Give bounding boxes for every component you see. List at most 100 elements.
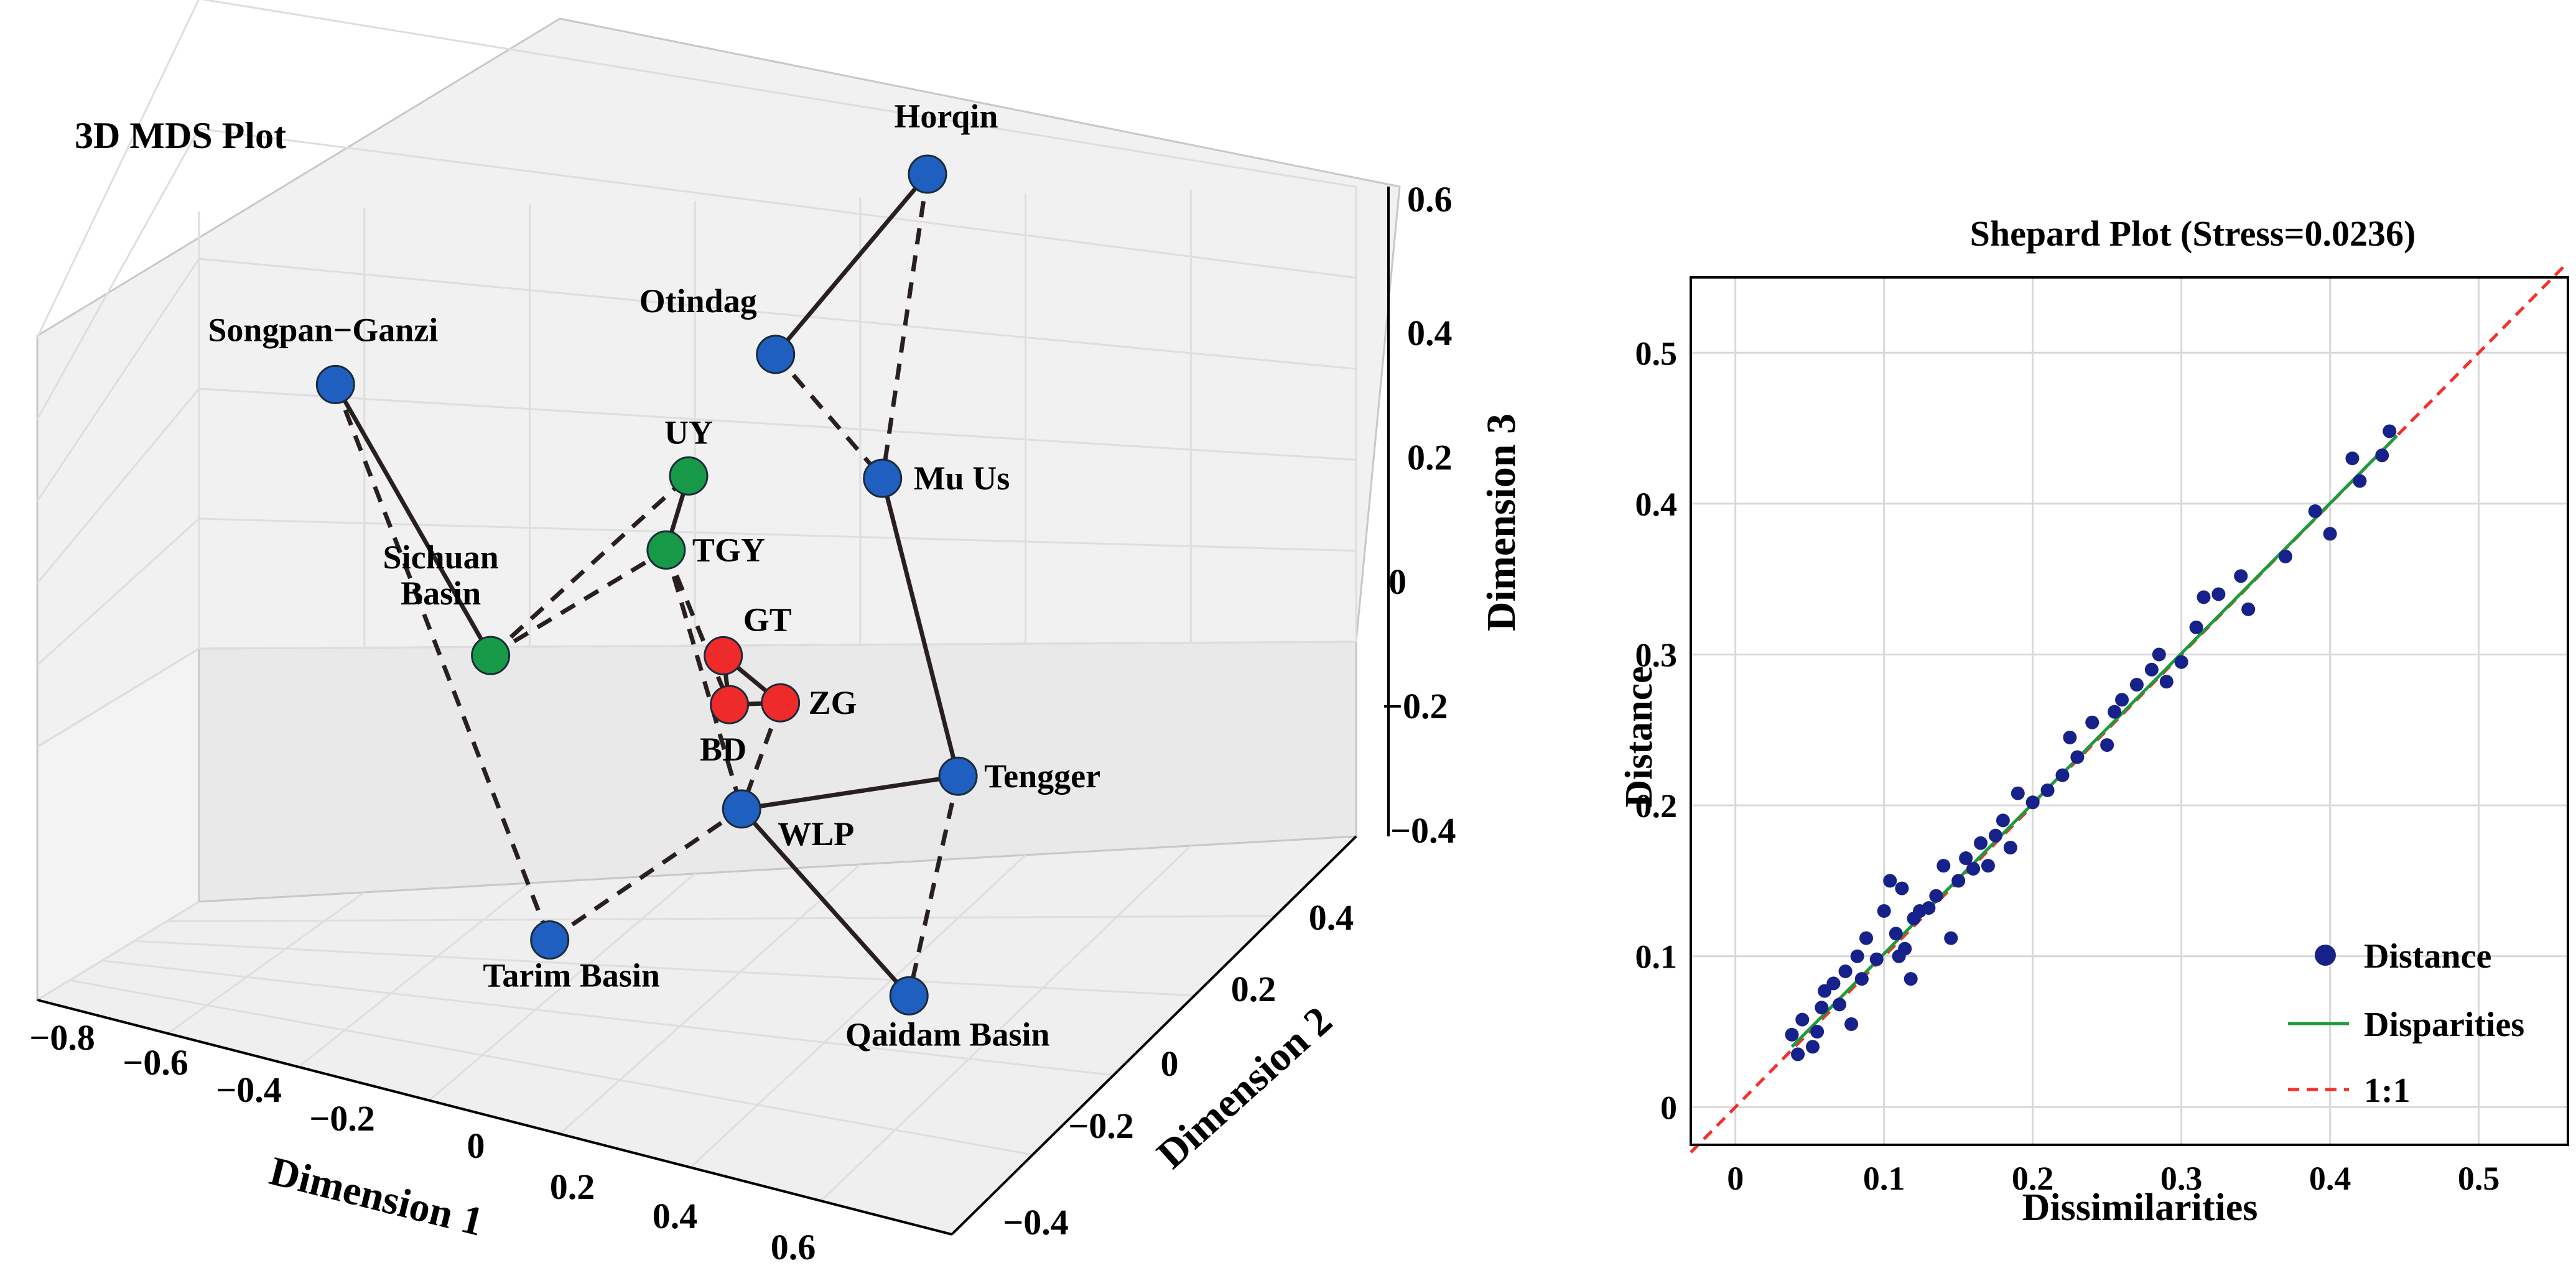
distance-point <box>2278 549 2292 563</box>
distance-point <box>1826 976 1841 991</box>
distance-point <box>1981 859 1995 873</box>
distance-point <box>2085 715 2099 729</box>
distance-point <box>1895 881 1909 895</box>
distance-point <box>2129 678 2144 692</box>
mds-label-line: WLP <box>778 815 854 853</box>
shepard-x-axis-label: Dissimilarities <box>2022 1187 2258 1229</box>
distance-point <box>1838 965 1853 978</box>
shepard-x-tick-label: 0.4 <box>2309 1160 2351 1197</box>
dimension-2-tick-labels: −0.4 −0.2 0 0.2 0.4 <box>1003 897 1354 1242</box>
distance-point <box>2197 590 2211 604</box>
distance-point <box>2323 527 2337 541</box>
grid-line-3d <box>559 863 861 1135</box>
mds-label-line: Mu Us <box>914 460 1010 497</box>
y-tick-label: −0.2 <box>1068 1106 1134 1146</box>
shepard-x-tick-label: 0.2 <box>2012 1160 2054 1197</box>
mds-edge <box>333 383 493 657</box>
distance-point <box>2025 795 2040 810</box>
distance-point <box>1988 828 2002 843</box>
mds-point-otindag <box>756 335 796 374</box>
x-tick-label: 0 <box>467 1126 485 1166</box>
distance-point <box>1795 1012 1810 1027</box>
z-tick-label: 0 <box>1388 562 1407 602</box>
legend-disparities-label: Disparities <box>2364 1006 2524 1044</box>
distance-point <box>1805 1040 1820 1054</box>
distance-point <box>2040 783 2055 797</box>
distance-point <box>2070 750 2085 764</box>
grid-line-3d <box>36 258 200 502</box>
mds-edge <box>664 549 744 810</box>
mds-3d-plot: −0.8 −0.6 −0.4 −0.2 0 0.2 0.4 0.6 −0.4 −… <box>29 0 1524 1267</box>
grid-line-3d <box>820 844 1192 1202</box>
distance-point <box>2100 738 2114 752</box>
grid-line-3d <box>36 517 200 666</box>
distance-point <box>1996 813 2010 828</box>
distance-point <box>1832 997 1846 1012</box>
mds-point-qaidam-basin <box>889 976 929 1015</box>
x-tick-label: 0.4 <box>653 1196 698 1236</box>
mds-edge <box>880 173 930 479</box>
mds-edge <box>740 807 911 997</box>
grid-line-3d <box>134 940 1195 997</box>
distance-point <box>2308 504 2322 519</box>
mds-point-tgy <box>646 530 686 570</box>
mds-point-horqin <box>908 154 947 194</box>
mds-point-label: Tengger <box>984 757 1100 795</box>
mds-edge <box>880 478 960 777</box>
distance-point <box>2383 424 2397 438</box>
distance-point <box>1877 904 1891 918</box>
mds-edge <box>906 775 960 997</box>
dimension-1-axis <box>37 999 952 1236</box>
mds-label-line: Tarim Basin <box>483 957 660 994</box>
distance-point <box>1850 949 1864 963</box>
mds-label-line: Basin <box>401 575 481 612</box>
distance-point <box>1810 1025 1825 1039</box>
legend-1to1-label: 1:1 <box>2364 1071 2411 1110</box>
dimension-2-axis <box>951 835 1357 1236</box>
mds-point-label: Songpan−Ganzi <box>208 311 438 348</box>
mds-point-label: TGY <box>692 532 765 569</box>
y-tick-label: 0.2 <box>1231 969 1276 1009</box>
shepard-plot-title: Shepard Plot (Stress=0.0236) <box>1970 213 2416 254</box>
grid-line-3d <box>69 979 1033 1156</box>
distance-point <box>1889 927 1903 941</box>
x-tick-label: −0.8 <box>29 1017 95 1058</box>
mds-label-line: Otindag <box>639 282 757 320</box>
distance-point <box>2152 647 2166 662</box>
grid-line-3d <box>101 960 1114 1076</box>
grid-line-3d <box>198 387 1357 461</box>
mds-points <box>315 154 978 1015</box>
distance-point <box>1883 874 1897 888</box>
mds-point-label: Tarim Basin <box>483 957 660 994</box>
grid-line-3d <box>167 891 365 1035</box>
distance-point <box>1951 874 1966 888</box>
distance-point <box>1974 836 1988 850</box>
grid-line-3d <box>37 647 200 748</box>
z-tick-label: −0.2 <box>1382 686 1448 726</box>
shepard-x-tick-label: 0 <box>1727 1160 1744 1197</box>
distance-point <box>1785 1027 1799 1042</box>
distance-point <box>2241 602 2256 616</box>
disparities-line <box>1790 434 2398 1048</box>
mds-point-label: UY <box>664 414 713 451</box>
mds-label-line: Tengger <box>984 757 1100 795</box>
distance-point <box>1922 901 1936 915</box>
z-tick-label: 0.2 <box>1407 437 1453 478</box>
grid-line-3d <box>37 900 200 1001</box>
shepard-frame <box>1690 276 2569 1146</box>
x-tick-label: −0.6 <box>123 1042 188 1083</box>
dimension-1-label: Dimension 1 <box>265 1148 487 1245</box>
shepard-x-tick-label: 0.1 <box>1863 1160 1905 1197</box>
dimension-3-label: Dimension 3 <box>1479 414 1524 631</box>
legend-distance-marker <box>2315 945 2336 966</box>
z-tick-label: 0.4 <box>1407 313 1453 353</box>
grid-line-3d <box>198 641 1357 650</box>
grid-line-3d <box>429 872 696 1101</box>
shepard-tick-labels: 0 0.1 0.2 0.3 0.4 0.5 0 0.1 0.2 0.3 0.4 0.5 <box>1635 335 2500 1197</box>
grid-line-3d <box>36 388 200 584</box>
mds-point-sichuan-basin <box>471 636 511 675</box>
shepard-y-tick-label: 0 <box>1660 1089 1677 1126</box>
y-tick-label: −0.4 <box>1003 1202 1069 1242</box>
z-tick-label: 0.6 <box>1407 179 1453 220</box>
